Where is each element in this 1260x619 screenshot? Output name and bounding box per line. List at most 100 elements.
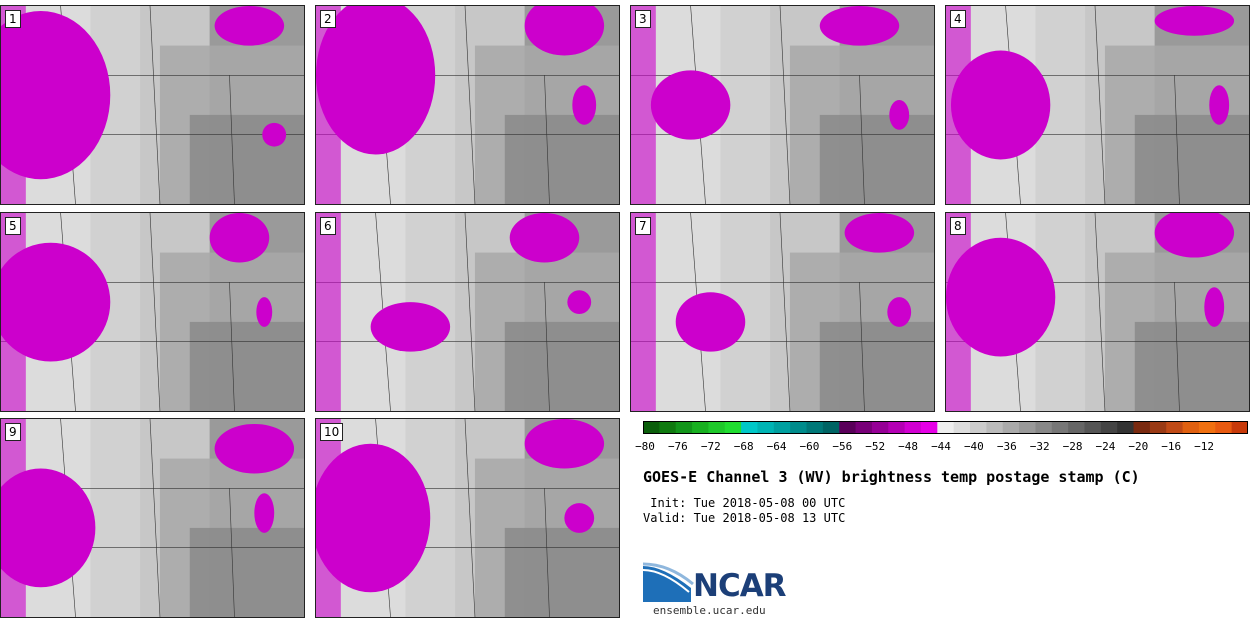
postage-stamp-panel: 2 [315,5,620,205]
wv-brightness-map [316,419,619,617]
colorbar-swatch [1215,421,1233,434]
colorbar-tick-label: −28 [1062,440,1083,453]
colorbar-tick-labels: −80 −76 −72 −68 −64 −60 −56 −52 −48 −44 −40 −36 −32−… [630,440,1260,456]
init-time: Init: Tue 2018-05-08 00 UTC [643,496,846,510]
colorbar-swatch [970,421,987,434]
wv-brightness-map [631,6,934,204]
state-border [544,488,550,617]
coastal-moisture [1,6,26,204]
colorbar-swatch [675,421,693,434]
state-border [1094,6,1106,204]
state-border [779,213,791,411]
postage-stamp-panel: 10 [315,418,620,618]
logo-url: ensemble.ucar.edu [653,604,766,617]
colorbar-tick-label: −40 [963,440,984,453]
colorbar-swatch [1198,421,1216,434]
colorbar-tick-label: −80 [635,440,655,453]
moist-region [887,297,912,327]
colorbar-swatch [855,421,873,434]
ncar-logo-icon [643,562,694,602]
postage-stamp-panel: 7 [630,212,935,412]
moist-region [1209,85,1230,125]
brightness-band [504,527,619,617]
coastal-moisture [316,213,341,411]
moist-region [370,302,451,352]
colorbar-swatch [1019,421,1036,434]
moist-region [316,443,431,593]
moist-region [209,213,270,263]
colorbar-border [643,421,1248,434]
colorbar-swatch [773,421,791,434]
coastal-moisture [316,6,341,204]
wv-brightness-map [1,419,304,617]
colorbar-swatch [1117,421,1135,434]
moist-region [316,6,436,155]
moist-region [524,419,605,469]
colorbar-swatch [1051,421,1069,434]
state-border [464,6,476,204]
wv-brightness-map [631,213,934,411]
state-border [859,282,865,411]
brightness-band [189,114,304,204]
brightness-band [504,321,619,411]
brightness-band [819,321,934,411]
colorbar-swatch [953,421,971,434]
colorbar-swatch [643,421,660,434]
moist-region [214,423,295,474]
postage-stamp-panel: 5 [0,212,305,412]
colorbar-tick-label: −60 [799,440,820,453]
coastal-moisture [631,213,656,411]
colorbar-tick-label: −24 [1095,440,1116,453]
colorbar-tick-label: −32 [1029,440,1050,453]
moist-region [1154,213,1235,258]
colorbar-swatch [724,421,742,434]
state-border [1094,213,1106,411]
colorbar-swatch [806,421,824,434]
wv-brightness-map [946,6,1249,204]
moist-region [1,10,111,180]
state-border [149,419,161,617]
moist-region [256,297,273,327]
colorbar-swatch [904,421,922,434]
wv-brightness-map [1,213,304,411]
colorbar-swatch [839,421,857,434]
brightness-band [189,527,304,617]
panel-number: 10 [320,423,344,441]
wv-brightness-map [946,213,1249,411]
moist-region [1154,6,1235,36]
postage-stamp-panel: 1 [0,5,305,205]
colorbar-tick-label: −64 [766,440,787,453]
moist-region [1204,287,1225,327]
postage-stamp-panel: 6 [315,212,620,412]
state-border [1174,75,1180,204]
state-border [779,6,791,204]
moist-region [819,6,900,46]
colorbar-swatch [1084,421,1102,434]
colorbar-swatch [1231,421,1248,434]
panel-number: 3 [635,10,651,28]
state-border [544,282,550,411]
colorbar-swatch [1149,421,1167,434]
colorbar-swatch [692,421,709,434]
moist-region [650,70,731,140]
brightness-band [819,114,934,204]
coastal-moisture [1,419,26,617]
postage-stamp-panel: 8 [945,212,1250,412]
moist-region [254,493,275,533]
colorbar-swatch [986,421,1004,434]
brightness-band [1134,321,1249,411]
colorbar-swatch [757,421,775,434]
panel-number: 1 [5,10,21,28]
colorbar-tick-label: −52 [865,440,886,453]
state-border [464,419,476,617]
colorbar-swatch [888,421,906,434]
colorbar-swatch [871,421,889,434]
colorbar-tick-label: −72 [700,440,721,453]
colorbar-swatch [920,421,938,434]
colorbar-swatch [708,421,726,434]
coastal-moisture [316,419,341,617]
colorbar-tick-label: −36 [996,440,1017,453]
panel-number: 4 [950,10,966,28]
moist-region [844,213,915,253]
wv-brightness-map [316,213,619,411]
